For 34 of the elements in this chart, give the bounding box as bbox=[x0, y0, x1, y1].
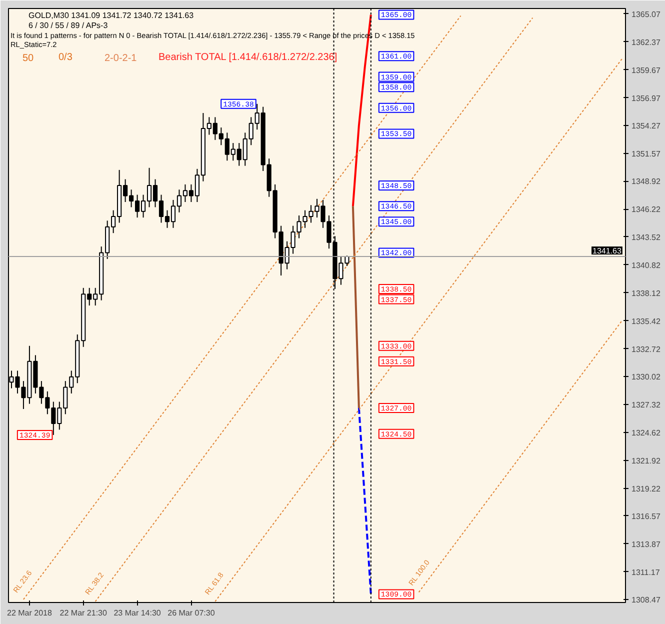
y-tick-label: 1343.52 bbox=[632, 232, 661, 242]
x-tick-label: 22 Mar 21:30 bbox=[60, 608, 108, 618]
y-tick-label: 1365.07 bbox=[632, 10, 661, 19]
line-series bbox=[352, 14, 372, 208]
x-tick-label: 26 Mar 07:30 bbox=[168, 608, 216, 618]
annotation: 50 bbox=[22, 53, 34, 64]
y-tick-label: 1324.62 bbox=[632, 428, 661, 438]
y-tick-label: 1319.22 bbox=[632, 484, 661, 494]
y-tick-label: 1338.12 bbox=[632, 288, 661, 298]
ref-line-label: 1341.63 bbox=[592, 246, 622, 256]
annotation: Bearish TOTAL [1.414/.618/1.272/2.236] bbox=[158, 52, 338, 63]
y-tick-label: 1351.57 bbox=[632, 150, 661, 159]
y-tick-label: 1330.02 bbox=[632, 372, 661, 382]
x-tick-label: 22 Mar 2018 bbox=[7, 608, 52, 618]
y-tick-label: 1354.27 bbox=[632, 122, 661, 131]
text: 6 / 30 / 55 / 89 / APs-3 bbox=[28, 21, 108, 30]
y-tick-label: 1340.82 bbox=[632, 260, 661, 270]
y-tick-label: 1359.67 bbox=[632, 66, 661, 75]
y-tick-label: 1356.97 bbox=[632, 94, 661, 103]
y-tick-label: 1308.47 bbox=[632, 596, 661, 605]
y-tick-label: 1346.22 bbox=[632, 205, 661, 214]
y-tick-label: 1332.72 bbox=[632, 344, 661, 354]
y-tick-label: 1316.57 bbox=[632, 512, 661, 521]
annotation: 0/3 bbox=[58, 52, 73, 63]
chart-title: GOLD,M30 1341.09 1341.72 1340.72 1341.63 bbox=[28, 11, 194, 20]
y-tick-label: 1362.37 bbox=[632, 38, 661, 47]
y-tick-label: 1311.17 bbox=[632, 568, 660, 577]
y-tick-label: 1348.92 bbox=[632, 177, 661, 186]
y-tick-label: 1313.87 bbox=[632, 540, 661, 549]
annotation: 2-0-2-1 bbox=[104, 53, 138, 64]
y-tick-label: 1335.42 bbox=[632, 316, 661, 326]
x-tick-label: 23 Mar 14:30 bbox=[114, 608, 162, 618]
y-tick-label: 1327.32 bbox=[632, 400, 661, 410]
y-tick-label: 1321.92 bbox=[632, 456, 661, 466]
